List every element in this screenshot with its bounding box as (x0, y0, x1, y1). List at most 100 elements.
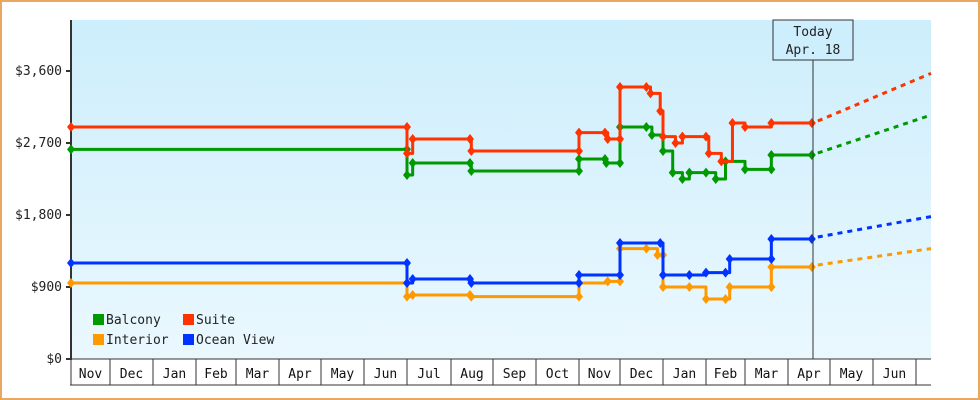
data-point[interactable] (67, 258, 75, 268)
data-point[interactable] (642, 243, 651, 254)
data-point[interactable] (575, 127, 583, 138)
month-label: Jun (883, 367, 906, 382)
data-point[interactable] (616, 134, 624, 144)
legend-label: Balcony (106, 313, 161, 328)
month-label: Feb (204, 367, 228, 382)
y-axis: $0 $900 $1,800 $2,700 $3,600 (15, 20, 72, 367)
data-point[interactable] (575, 270, 583, 280)
data-point[interactable] (656, 106, 665, 116)
data-point[interactable] (467, 146, 476, 156)
data-point[interactable] (616, 238, 624, 248)
legend-swatch (183, 314, 194, 325)
data-point[interactable] (408, 274, 417, 284)
data-point[interactable] (575, 278, 583, 288)
data-point[interactable] (467, 166, 476, 176)
data-point[interactable] (711, 174, 720, 184)
data-point[interactable] (575, 291, 583, 302)
data-point[interactable] (408, 134, 417, 144)
data-point[interactable] (671, 138, 680, 148)
data-point[interactable] (767, 234, 776, 244)
y-tick-label: $1,800 (15, 208, 62, 223)
data-point[interactable] (678, 131, 687, 142)
data-point[interactable] (767, 282, 776, 292)
data-point[interactable] (408, 290, 417, 300)
data-point[interactable] (653, 250, 662, 260)
data-point[interactable] (728, 118, 737, 128)
data-point[interactable] (403, 148, 411, 159)
month-label: Oct (546, 367, 569, 382)
data-point[interactable] (704, 148, 713, 159)
data-point[interactable] (403, 258, 411, 268)
data-point[interactable] (659, 282, 667, 292)
legend: Balcony Suite Interior Ocean View (93, 313, 274, 348)
data-point[interactable] (767, 150, 776, 160)
data-point[interactable] (467, 291, 476, 302)
legend-swatch (183, 334, 194, 345)
y-tick-label: $0 (46, 352, 62, 367)
y-tick-label: $900 (31, 280, 62, 295)
data-point[interactable] (741, 122, 749, 132)
data-point[interactable] (656, 238, 665, 248)
data-point[interactable] (659, 270, 667, 280)
data-point[interactable] (807, 118, 816, 128)
data-point[interactable] (575, 166, 583, 176)
data-point[interactable] (659, 146, 667, 156)
data-point[interactable] (603, 134, 612, 144)
data-point[interactable] (721, 294, 730, 304)
data-point[interactable] (685, 282, 694, 292)
data-point[interactable] (467, 278, 476, 288)
data-point[interactable] (67, 278, 75, 288)
series-lines (67, 72, 932, 304)
data-point[interactable] (685, 167, 694, 178)
data-point[interactable] (807, 150, 816, 160)
data-point[interactable] (678, 174, 687, 184)
month-label: Mar (246, 367, 270, 382)
data-point[interactable] (602, 158, 611, 168)
data-point[interactable] (408, 158, 417, 168)
data-point[interactable] (465, 134, 474, 144)
data-point[interactable] (767, 118, 776, 128)
data-point[interactable] (685, 270, 694, 280)
data-point[interactable] (616, 276, 624, 287)
data-point[interactable] (702, 167, 710, 178)
data-point[interactable] (403, 122, 411, 132)
data-point[interactable] (807, 234, 816, 244)
data-point[interactable] (659, 131, 667, 142)
data-point[interactable] (646, 88, 655, 99)
data-point[interactable] (725, 254, 734, 264)
month-label: Sep (503, 367, 527, 382)
data-point[interactable] (616, 158, 624, 168)
data-point[interactable] (702, 267, 710, 278)
data-point[interactable] (668, 167, 677, 178)
data-point[interactable] (721, 267, 730, 278)
data-point[interactable] (642, 82, 651, 92)
data-point[interactable] (403, 291, 411, 302)
data-point[interactable] (67, 144, 75, 155)
data-point[interactable] (702, 131, 710, 142)
data-point[interactable] (403, 278, 411, 288)
data-point[interactable] (767, 164, 776, 175)
month-label: Apr (288, 367, 312, 382)
data-point[interactable] (642, 122, 651, 132)
data-point[interactable] (67, 122, 75, 132)
data-point[interactable] (741, 164, 749, 175)
data-point[interactable] (725, 282, 734, 292)
data-point[interactable] (575, 146, 583, 156)
data-point[interactable] (465, 158, 474, 168)
data-point[interactable] (717, 156, 726, 167)
month-label: Nov (588, 367, 612, 382)
data-point[interactable] (767, 254, 776, 264)
series-ocean-view (67, 215, 932, 288)
data-point[interactable] (575, 154, 583, 164)
data-point[interactable] (603, 276, 612, 287)
data-point[interactable] (807, 262, 816, 272)
data-point[interactable] (616, 270, 624, 280)
legend-swatch (93, 334, 104, 345)
data-point[interactable] (616, 82, 624, 92)
data-point[interactable] (767, 262, 776, 272)
data-point[interactable] (403, 170, 411, 180)
data-point[interactable] (647, 130, 656, 140)
data-point[interactable] (702, 294, 710, 304)
plot-area (71, 20, 931, 359)
